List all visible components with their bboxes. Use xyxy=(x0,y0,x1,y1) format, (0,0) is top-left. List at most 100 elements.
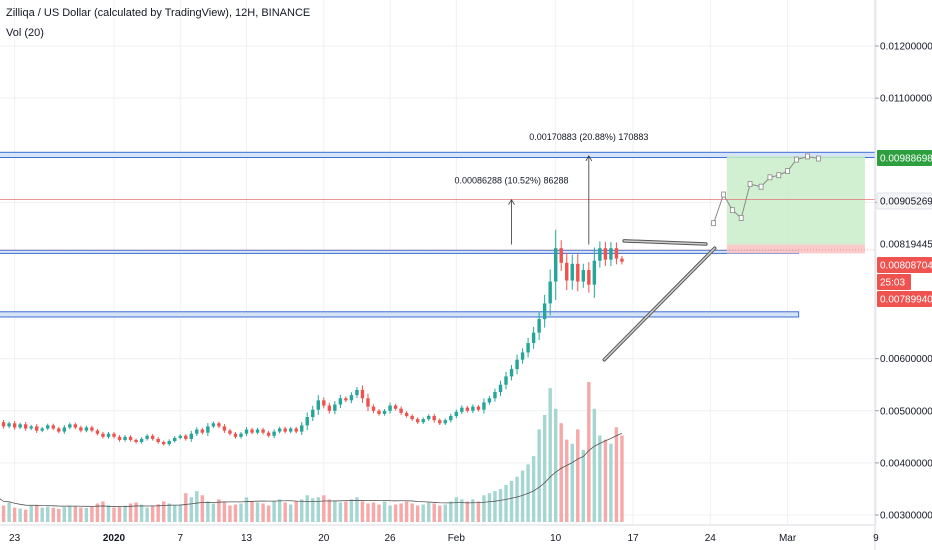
volume-indicator-label: Vol (20) xyxy=(6,27,44,39)
volume-bar xyxy=(520,470,525,522)
candle-body xyxy=(449,415,453,421)
volume-bar xyxy=(84,508,89,522)
candle-body xyxy=(266,432,271,436)
volume-bar xyxy=(161,501,166,522)
volume-bar xyxy=(123,505,127,522)
projected-candle-marker xyxy=(767,174,773,181)
volume-bar xyxy=(277,499,282,522)
candle-body xyxy=(90,427,94,431)
time-tick-label: 7 xyxy=(177,533,183,544)
volume-bar xyxy=(338,502,343,522)
candle-body xyxy=(487,398,492,403)
volume-bar xyxy=(482,495,486,522)
volume-bar xyxy=(432,503,436,522)
candle-body xyxy=(410,415,414,420)
time-tick-label: Feb xyxy=(448,533,466,544)
candle-body xyxy=(553,248,558,282)
volume-bar xyxy=(73,506,78,522)
volume-bar xyxy=(167,503,171,522)
candle-body xyxy=(399,408,403,413)
price-tick-label: 0.01100000 xyxy=(880,94,932,105)
volume-bar xyxy=(195,491,199,522)
level-price-tag: 0.00819445 xyxy=(880,240,932,251)
volume-bar xyxy=(487,493,492,522)
volume-bar xyxy=(322,495,326,522)
time-tick-label: 20 xyxy=(318,533,330,544)
position-stop-area xyxy=(726,244,865,254)
volume-bar xyxy=(173,505,177,522)
candle-body xyxy=(211,423,216,427)
candle-body xyxy=(46,425,50,429)
volume-bar xyxy=(233,504,238,522)
candle-body xyxy=(294,428,298,432)
projected-candle-marker xyxy=(729,207,735,214)
target-price-tag: 0.00988698 xyxy=(880,154,932,165)
volume-bar xyxy=(415,505,420,522)
volume-bar xyxy=(393,504,398,522)
candle-body xyxy=(311,409,315,418)
candle-body xyxy=(123,436,127,440)
candle-body xyxy=(620,258,624,262)
volume-bar xyxy=(134,502,138,522)
volume-bar xyxy=(101,501,105,522)
volume-bar xyxy=(7,502,11,522)
volume-bar xyxy=(553,408,558,522)
candle-body xyxy=(34,426,39,431)
level-price-tag-box xyxy=(877,236,932,252)
candle-body xyxy=(57,428,61,432)
candle-body xyxy=(609,248,613,260)
volume-bar xyxy=(333,501,337,522)
volume-bar xyxy=(34,505,39,522)
volume-bar xyxy=(211,503,216,522)
candle-body xyxy=(344,398,348,401)
candle-body xyxy=(360,389,365,399)
candle-body xyxy=(7,423,11,427)
last-price-tag: 0.00808704 xyxy=(880,261,932,272)
candle-body xyxy=(1,422,6,427)
countdown-tag: 25:03 xyxy=(880,278,905,289)
small-measure-label: 0.00086288 (10.52%) 86288 xyxy=(454,176,568,186)
candle-body xyxy=(228,430,232,434)
target-price-tag-box xyxy=(877,150,932,166)
candle-body xyxy=(18,424,22,428)
candle-body xyxy=(239,433,243,437)
projected-candle-marker xyxy=(738,215,744,221)
candle-body xyxy=(355,389,359,396)
volume-bar xyxy=(377,504,381,522)
candle-body xyxy=(371,406,376,411)
volume-bar xyxy=(471,499,475,522)
last-price-tag-box xyxy=(877,257,932,273)
volume-bar xyxy=(62,507,67,522)
volume-bar xyxy=(614,427,619,522)
candle-body xyxy=(156,438,160,443)
candles-layer xyxy=(1,229,624,446)
volume-bar xyxy=(620,435,624,522)
candle-body xyxy=(421,419,425,423)
projected-candle-marker xyxy=(747,181,753,187)
candle-body xyxy=(388,405,392,411)
candle-body xyxy=(233,433,238,437)
candle-body xyxy=(277,428,282,432)
stop-price-tag: 0.00789940 xyxy=(880,295,932,306)
volume-bar xyxy=(581,449,586,522)
projected-candle-marker xyxy=(721,191,726,198)
volume-moving-average-line xyxy=(0,432,623,508)
candle-body xyxy=(482,402,486,410)
volume-bar xyxy=(40,507,44,522)
volume-bar xyxy=(178,504,182,522)
candle-body xyxy=(79,427,83,431)
stop-price-tag-box xyxy=(877,291,932,307)
candle-body xyxy=(23,424,28,429)
volume-bar xyxy=(255,502,260,522)
volume-bar xyxy=(460,499,464,522)
volume-bar xyxy=(145,507,149,522)
volume-bar xyxy=(537,429,541,522)
middle-support-zone xyxy=(0,249,800,254)
candle-body xyxy=(515,359,519,370)
volume-bar xyxy=(261,503,265,522)
volume-bar xyxy=(12,507,17,522)
volume-bar xyxy=(90,506,94,522)
volume-bar xyxy=(222,502,227,522)
volume-bar xyxy=(305,495,309,522)
candle-body xyxy=(272,431,276,436)
